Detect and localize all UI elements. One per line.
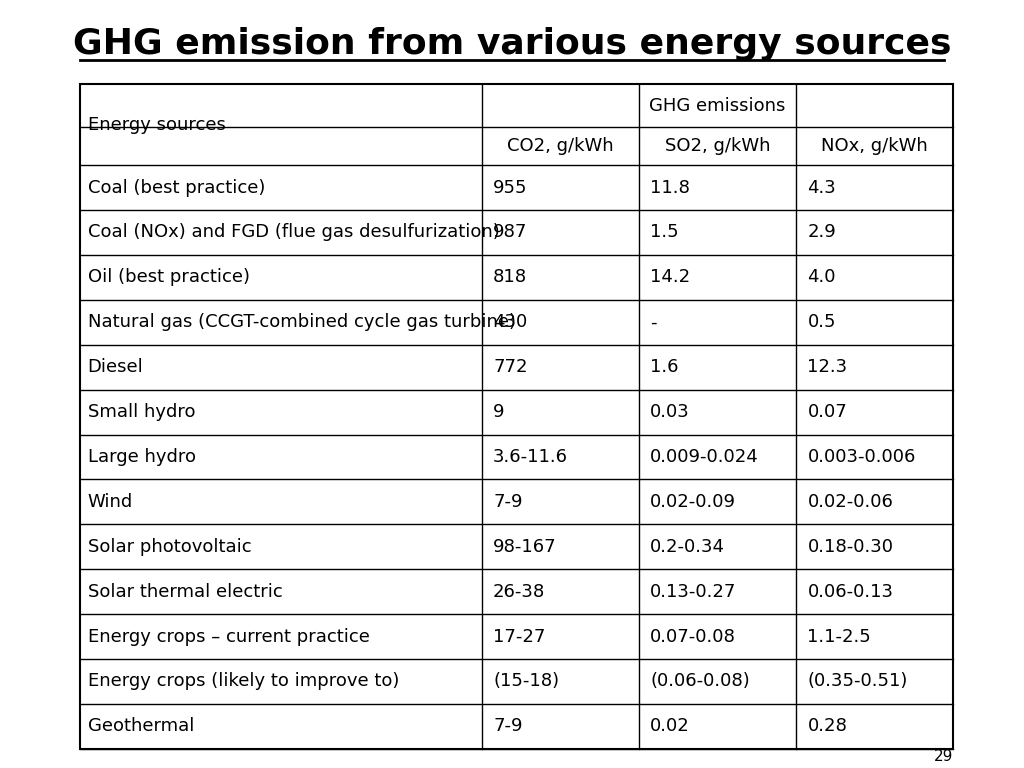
Text: 11.8: 11.8 xyxy=(650,179,690,197)
Text: Geothermal: Geothermal xyxy=(87,717,194,735)
Text: 7-9: 7-9 xyxy=(493,493,522,511)
Text: 0.28: 0.28 xyxy=(808,717,847,735)
Text: 0.009-0.024: 0.009-0.024 xyxy=(650,448,759,466)
Text: GHG emission from various energy sources: GHG emission from various energy sources xyxy=(73,27,951,61)
Text: 430: 430 xyxy=(493,313,527,331)
Text: 4.3: 4.3 xyxy=(808,179,837,197)
Text: Energy sources: Energy sources xyxy=(87,116,225,134)
Text: Energy crops (likely to improve to): Energy crops (likely to improve to) xyxy=(87,673,399,690)
Text: 0.03: 0.03 xyxy=(650,403,690,421)
Text: 0.07-0.08: 0.07-0.08 xyxy=(650,627,736,646)
Text: Energy crops – current practice: Energy crops – current practice xyxy=(87,627,370,646)
Text: (15-18): (15-18) xyxy=(493,673,559,690)
Text: Solar thermal electric: Solar thermal electric xyxy=(87,583,283,601)
Text: 12.3: 12.3 xyxy=(808,358,848,376)
Text: Coal (NOx) and FGD (flue gas desulfurization): Coal (NOx) and FGD (flue gas desulfuriza… xyxy=(87,223,500,241)
Text: 0.003-0.006: 0.003-0.006 xyxy=(808,448,915,466)
Text: -: - xyxy=(650,313,656,331)
Text: 2.9: 2.9 xyxy=(808,223,837,241)
Text: 987: 987 xyxy=(493,223,527,241)
Text: 0.13-0.27: 0.13-0.27 xyxy=(650,583,736,601)
Text: 3.6-11.6: 3.6-11.6 xyxy=(493,448,568,466)
Text: 0.02: 0.02 xyxy=(650,717,690,735)
Text: 772: 772 xyxy=(493,358,527,376)
Text: 1.6: 1.6 xyxy=(650,358,679,376)
Text: 0.2-0.34: 0.2-0.34 xyxy=(650,538,725,556)
Text: 0.5: 0.5 xyxy=(808,313,836,331)
Text: Large hydro: Large hydro xyxy=(87,448,196,466)
Text: 955: 955 xyxy=(493,179,527,197)
Text: 1.5: 1.5 xyxy=(650,223,679,241)
Text: Wind: Wind xyxy=(87,493,133,511)
Text: 0.06-0.13: 0.06-0.13 xyxy=(808,583,894,601)
Text: GHG emissions: GHG emissions xyxy=(649,97,785,114)
Text: 4.0: 4.0 xyxy=(808,268,836,286)
Text: NOx, g/kWh: NOx, g/kWh xyxy=(821,137,928,155)
Text: Small hydro: Small hydro xyxy=(87,403,195,421)
Text: 0.02-0.09: 0.02-0.09 xyxy=(650,493,736,511)
Text: 98-167: 98-167 xyxy=(493,538,557,556)
Text: 7-9: 7-9 xyxy=(493,717,522,735)
Text: Diesel: Diesel xyxy=(87,358,143,376)
Text: 0.07: 0.07 xyxy=(808,403,847,421)
Text: Natural gas (CCGT-combined cycle gas turbine): Natural gas (CCGT-combined cycle gas tur… xyxy=(87,313,515,331)
Text: 29: 29 xyxy=(934,749,953,764)
Text: 0.18-0.30: 0.18-0.30 xyxy=(808,538,894,556)
Text: 9: 9 xyxy=(493,403,505,421)
Text: 14.2: 14.2 xyxy=(650,268,690,286)
Text: SO2, g/kWh: SO2, g/kWh xyxy=(665,137,770,155)
Text: 818: 818 xyxy=(493,268,527,286)
Text: (0.35-0.51): (0.35-0.51) xyxy=(808,673,908,690)
Text: Coal (best practice): Coal (best practice) xyxy=(87,179,265,197)
Text: 26-38: 26-38 xyxy=(493,583,546,601)
Text: CO2, g/kWh: CO2, g/kWh xyxy=(507,137,613,155)
Text: 0.02-0.06: 0.02-0.06 xyxy=(808,493,893,511)
Text: Oil (best practice): Oil (best practice) xyxy=(87,268,250,286)
Text: Solar photovoltaic: Solar photovoltaic xyxy=(87,538,251,556)
Text: (0.06-0.08): (0.06-0.08) xyxy=(650,673,750,690)
Text: 1.1-2.5: 1.1-2.5 xyxy=(808,627,871,646)
Text: 17-27: 17-27 xyxy=(493,627,546,646)
